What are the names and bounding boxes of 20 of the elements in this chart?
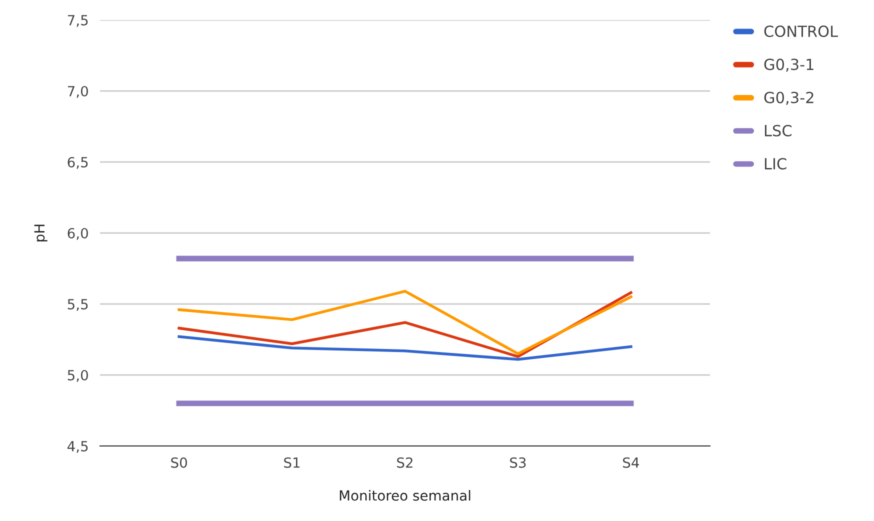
y-tick-label: 4,5 [67,441,88,453]
y-tick-label: 5,5 [68,299,88,311]
y-tick-label: 5,0 [68,370,88,382]
line-series [178,335,632,361]
x-tick-label: S3 [510,457,526,468]
x-tick-label: S0 [171,457,187,468]
y-tick-label: 7,0 [68,86,88,98]
y-tick-label: 6,0 [68,228,88,240]
x-tick-label: S4 [623,457,639,468]
x-tick-label: S2 [397,457,412,468]
legend-label: LIC [764,158,786,170]
y-axis-title: pH [34,224,48,242]
y-tick-label: 7,5 [68,15,88,27]
y-tick-label: 6,5 [68,156,88,169]
x-axis-title: Monitoreo semanal [340,490,470,501]
x-tick-label: S1 [284,457,300,468]
legend-label: G0,3-1 [764,58,814,72]
legend-label: G0,3-2 [764,92,814,105]
legend-label: LSC [764,124,792,136]
legend-label: CONTROL [764,26,838,38]
